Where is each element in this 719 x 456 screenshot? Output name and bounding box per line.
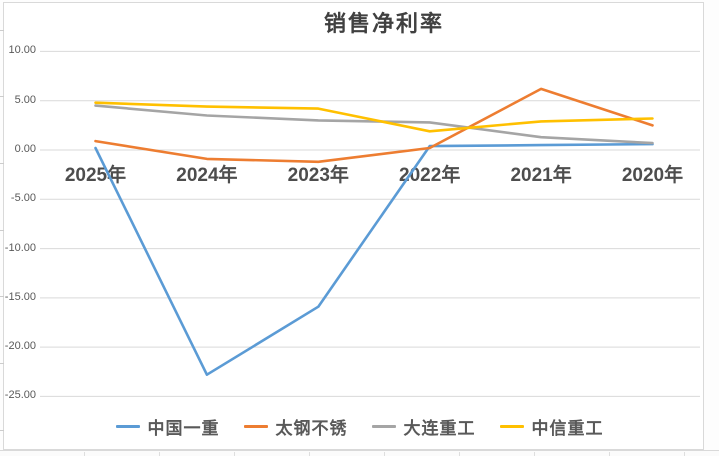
row-gridline-mark (0, 363, 4, 364)
row-gridline-mark (0, 430, 4, 431)
cell-border (609, 452, 610, 456)
cell-border (234, 452, 235, 456)
chart-legend: 中国一重 太钢不锈 大连重工 中信重工 (0, 414, 719, 438)
cell-border (84, 452, 85, 456)
legend-label: 大连重工 (403, 418, 476, 438)
chart-object[interactable] (3, 2, 704, 450)
legend-swatch-icon (371, 424, 396, 428)
cell-border (309, 452, 310, 456)
legend-label: 中国一重 (147, 418, 220, 438)
y-axis-label: 10.00 (8, 44, 36, 57)
row-gridline-mark (0, 230, 4, 231)
legend-swatch-icon (243, 424, 268, 428)
cell-border (534, 452, 535, 456)
y-axis-label: -15.00 (4, 290, 36, 303)
legend-swatch-icon (499, 424, 524, 428)
x-axis-label: 2022年 (399, 165, 461, 186)
y-axis-label: -20.00 (4, 340, 36, 353)
y-axis-label: -10.00 (4, 241, 36, 254)
x-axis-label: 2025年 (64, 165, 127, 186)
y-axis-label: -5.00 (10, 192, 36, 205)
x-axis-label: 2024年 (176, 165, 238, 186)
legend-item-3: 中信重工 (499, 414, 604, 439)
legend-item-1: 太钢不锈 (243, 414, 348, 439)
cell-border (459, 452, 460, 456)
row-gridline-mark (0, 163, 4, 164)
cell-border (384, 452, 385, 456)
chart-title: 销售净利率 (323, 11, 444, 36)
legend-label: 中信重工 (531, 418, 604, 438)
y-axis-label: -25.00 (4, 389, 36, 402)
y-axis-label: 5.00 (14, 93, 36, 106)
legend-swatch-icon (115, 424, 140, 428)
y-axis-label: 0.00 (14, 143, 36, 155)
row-gridline-mark (0, 296, 4, 297)
legend-item-2: 大连重工 (371, 414, 476, 439)
row-gridline-mark (0, 96, 4, 97)
x-axis-label: 2021年 (510, 165, 572, 186)
x-axis-label: 2020年 (621, 165, 684, 186)
x-axis-label: 2023年 (287, 165, 349, 186)
cell-border (684, 452, 685, 456)
row-gridline-mark (0, 30, 4, 31)
legend-label: 太钢不锈 (275, 418, 348, 438)
legend-item-0: 中国一重 (115, 414, 220, 439)
cell-border (159, 452, 160, 456)
worksheet-cells-strip (0, 450, 719, 456)
